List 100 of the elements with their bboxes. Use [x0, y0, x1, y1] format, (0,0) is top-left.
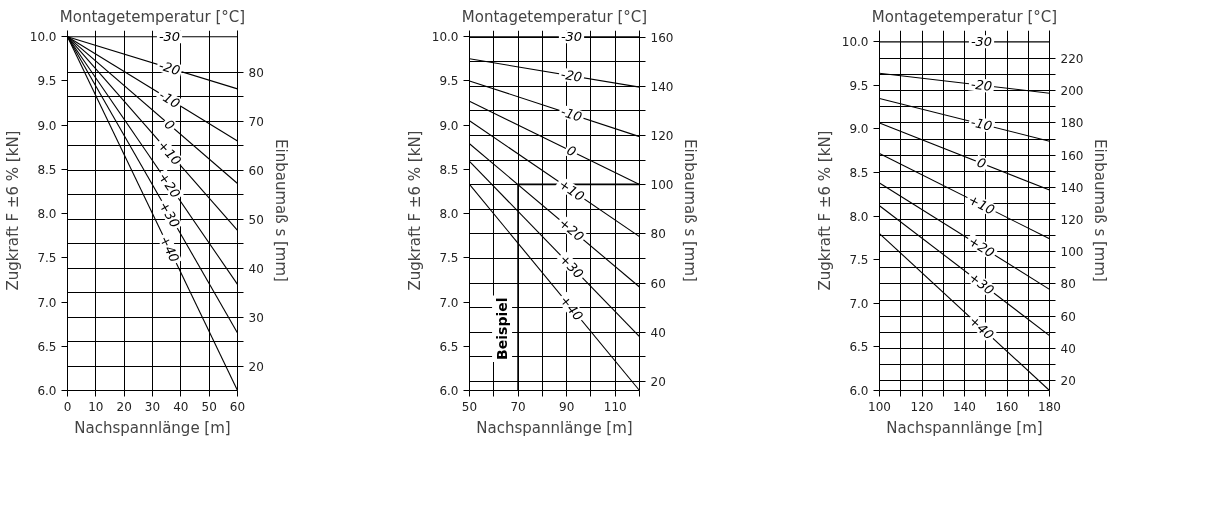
text: -10	[156, 87, 183, 112]
y-tick-label: 6.0	[439, 384, 459, 398]
y-tick-label: 8.0	[37, 207, 57, 222]
y-tick-label: 6.0	[37, 384, 57, 398]
y2-tick-label: 30	[248, 310, 264, 325]
y2-tick-label: 160	[650, 30, 674, 45]
x-tick-label: 30	[144, 399, 161, 414]
y-tick-label: 8.0	[439, 207, 459, 222]
y2-tick-label: 100	[650, 178, 674, 193]
x-tick-label: 140	[953, 399, 976, 414]
series-label: -30	[560, 29, 583, 45]
x-tick-label: 50	[201, 399, 217, 414]
text: Beispiel	[494, 297, 511, 360]
y2-tick-label: 220	[1060, 52, 1084, 67]
y2-tick-label: 60	[248, 163, 264, 178]
x-tick-label: 110	[603, 399, 627, 414]
y-tick-label: 6.5	[37, 339, 57, 354]
y2-tick-label: 40	[1060, 341, 1076, 356]
y-tick-label: 9.0	[37, 118, 57, 133]
y2-axis-title: Einbaumaß s [mm]	[271, 139, 290, 282]
x-tick-label: 50	[461, 399, 478, 414]
y-tick-label: 9.5	[849, 78, 869, 93]
x-axis-title: Nachspannlänge [m]	[476, 418, 633, 437]
y2-tick-label: 40	[248, 261, 264, 276]
y-tick-label: 8.5	[849, 166, 869, 181]
chart-title: Montagetemperatur [°C]	[59, 7, 246, 26]
y-axis-title: Zugkraft F ±6 % [kN]	[3, 130, 22, 291]
x-axis-title: Nachspannlänge [m]	[886, 418, 1043, 437]
y-tick-label: 10.0	[29, 30, 57, 45]
y-tick-label: 9.0	[849, 122, 869, 137]
text: +10	[154, 137, 185, 169]
text: +40	[556, 292, 587, 324]
y-tick-label: 7.5	[849, 253, 869, 268]
y2-axis-title: Einbaumaß s [mm]	[681, 139, 700, 282]
y2-axis-title: Einbaumaß s [mm]	[1091, 139, 1110, 282]
y2-tick-label: 80	[1060, 277, 1076, 292]
y-tick-label: 7.5	[439, 251, 459, 266]
y-tick-label: 8.5	[37, 162, 57, 177]
x-tick-label: 40	[173, 399, 189, 414]
text: +30	[156, 198, 183, 231]
x-tick-label: 160	[995, 399, 1019, 414]
text: +10	[555, 176, 588, 205]
x-tick-label: 120	[910, 399, 934, 414]
y-tick-label: 7.5	[37, 251, 57, 266]
x-tick-label: 70	[510, 399, 526, 414]
x-tick-label: 0	[63, 399, 72, 414]
text: 0	[564, 142, 579, 160]
text: 0	[161, 116, 178, 134]
text: +20	[155, 169, 184, 201]
text: +30	[556, 251, 587, 282]
text: +20	[556, 215, 587, 245]
text: -20	[157, 57, 182, 79]
x-axis-title: Nachspannlänge [m]	[74, 418, 231, 437]
text: -20	[970, 76, 993, 94]
y-axis-title: Zugkraft F ±6 % [kN]	[815, 130, 834, 291]
series-label: -30	[158, 29, 181, 45]
y2-tick-label: 200	[1060, 84, 1084, 99]
text: +10	[965, 191, 998, 218]
y2-tick-label: 70	[248, 114, 264, 129]
y-tick-label: 9.0	[439, 118, 459, 133]
x-tick-label: 90	[559, 399, 575, 414]
y-tick-label: 9.5	[439, 74, 459, 89]
text: +40	[966, 312, 997, 343]
y2-tick-label: 140	[1060, 180, 1084, 195]
x-tick-label: 10	[88, 399, 104, 414]
text: +40	[156, 233, 183, 265]
y2-tick-label: 120	[650, 129, 674, 143]
y2-tick-label: 20	[1060, 374, 1076, 389]
x-tick-label: 20	[116, 399, 132, 414]
x-tick-label: 60	[229, 399, 246, 414]
y-tick-label: 6.5	[439, 339, 459, 354]
y2-tick-label: 40	[650, 325, 666, 340]
text: 0	[974, 154, 989, 172]
x-tick-label: 180	[1038, 399, 1061, 414]
y-tick-label: 8.0	[849, 209, 869, 224]
y2-tick-label: 80	[650, 227, 666, 242]
y-axis-title: Zugkraft F ±6 % [kN]	[405, 130, 424, 291]
y2-tick-label: 20	[248, 359, 264, 374]
y2-tick-label: 60	[1060, 309, 1076, 324]
y2-tick-label: 140	[650, 79, 674, 94]
y-tick-label: 8.5	[439, 162, 459, 177]
y2-tick-label: 20	[650, 374, 666, 389]
y-tick-label: 7.0	[37, 295, 57, 310]
y-tick-label: 9.5	[37, 74, 57, 89]
text: -20	[559, 66, 584, 85]
y-tick-label: 7.0	[849, 296, 869, 311]
y-tick-label: 6.5	[849, 340, 869, 355]
y2-tick-label: 80	[248, 65, 264, 80]
y-tick-label: 10.0	[431, 30, 459, 45]
chart-title: Montagetemperatur [°C]	[871, 7, 1058, 26]
series-label: -30	[970, 34, 993, 50]
y2-tick-label: 60	[650, 276, 666, 291]
text: +20	[965, 233, 998, 261]
text: +30	[966, 269, 997, 298]
x-tick-label: 100	[868, 399, 891, 414]
y2-tick-label: 120	[1060, 213, 1084, 228]
y-tick-label: 10.0	[841, 35, 869, 50]
y2-tick-label: 180	[1060, 116, 1084, 131]
y2-tick-label: 100	[1060, 245, 1084, 260]
text: -10	[969, 114, 994, 134]
